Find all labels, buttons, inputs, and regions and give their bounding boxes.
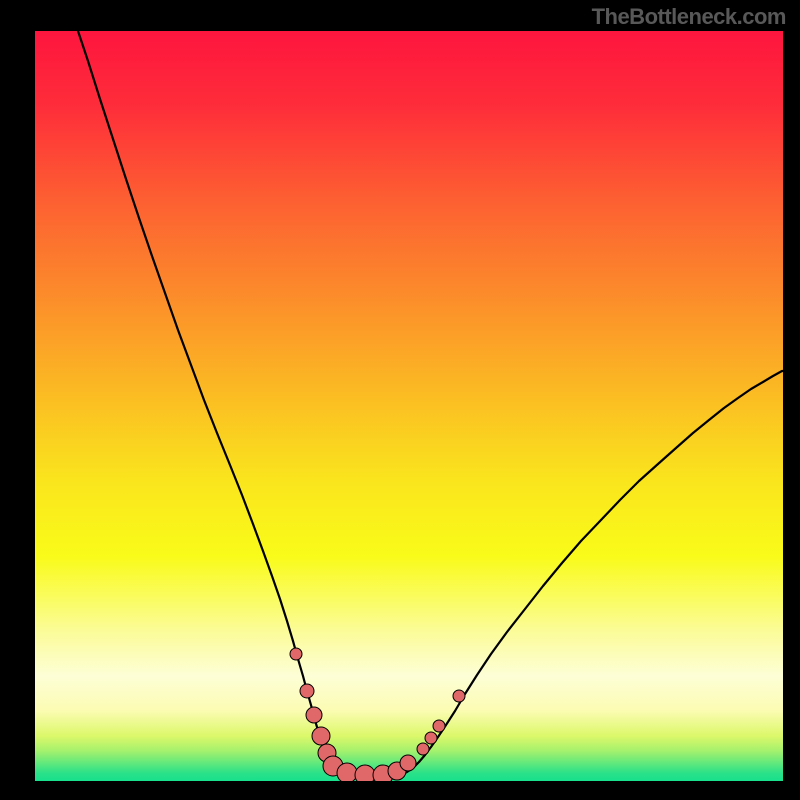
data-marker	[400, 755, 416, 771]
data-marker	[355, 765, 375, 781]
data-marker	[417, 743, 429, 755]
plot-overlay	[35, 31, 783, 781]
data-marker	[453, 690, 465, 702]
data-marker	[337, 763, 357, 781]
data-marker	[425, 732, 437, 744]
plot-area	[35, 31, 783, 781]
data-marker	[433, 720, 445, 732]
bottleneck-curve-right	[373, 371, 783, 778]
bottleneck-curve-left	[78, 31, 373, 778]
data-marker	[290, 648, 302, 660]
watermark-text: TheBottleneck.com	[592, 4, 786, 30]
data-marker	[312, 727, 330, 745]
data-marker	[306, 707, 322, 723]
chart-root: TheBottleneck.com	[0, 0, 800, 800]
data-marker	[300, 684, 314, 698]
